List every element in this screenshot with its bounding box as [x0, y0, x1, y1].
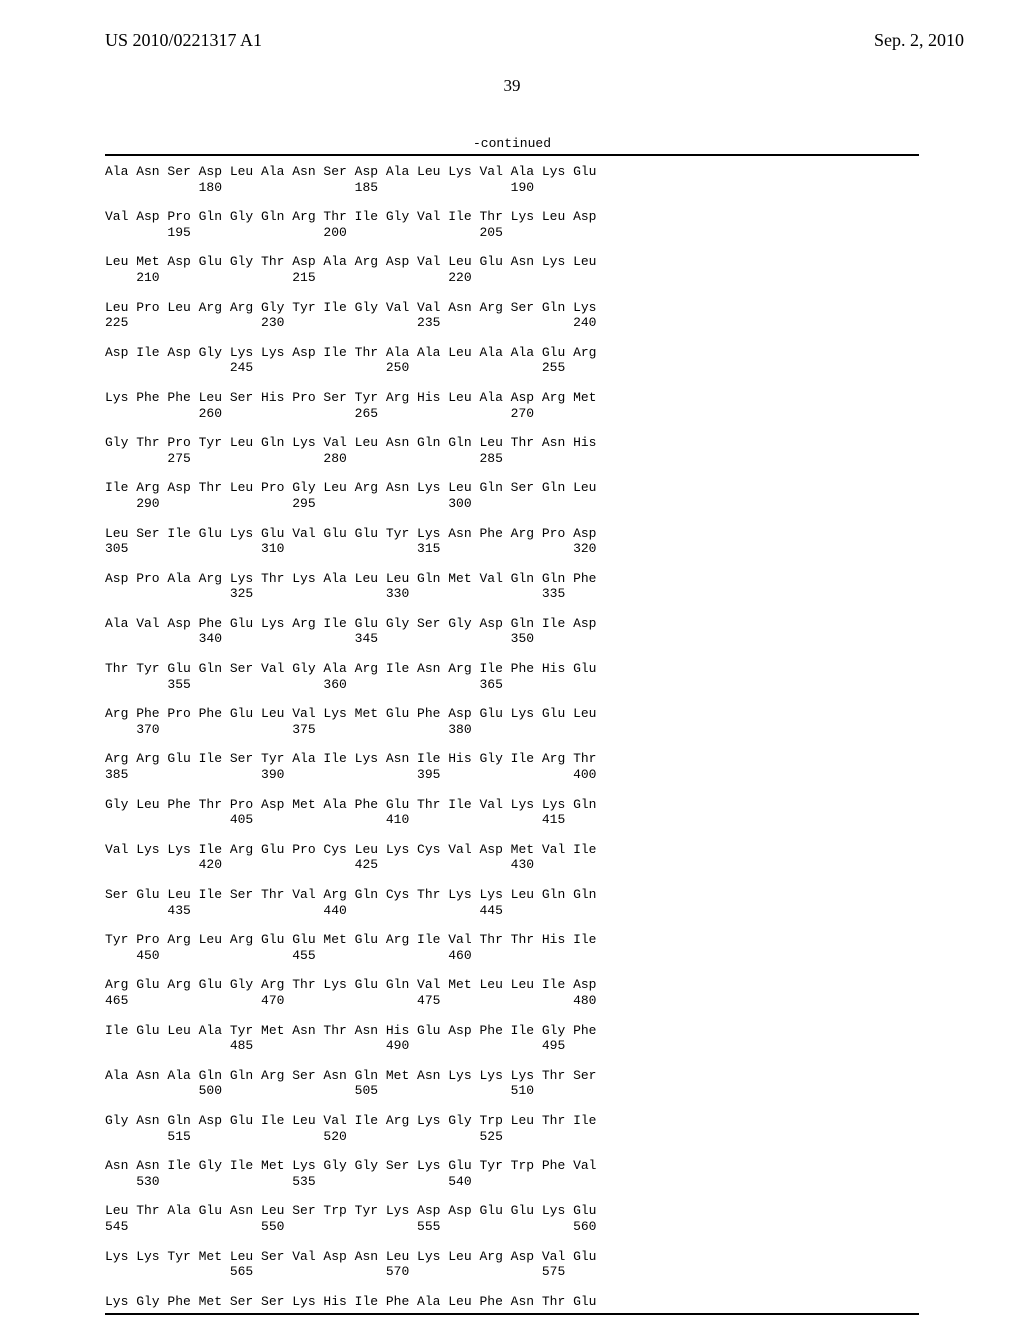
residue-line: Gly Leu Phe Thr Pro Asp Met Ala Phe Glu … [105, 797, 919, 813]
sequence-block: Leu Pro Leu Arg Arg Gly Tyr Ile Gly Val … [105, 300, 919, 331]
residue-line: Asp Ile Asp Gly Lys Lys Asp Ile Thr Ala … [105, 345, 919, 361]
position-numbers: 225 230 235 240 [105, 315, 919, 331]
sequence-block: Asp Pro Ala Arg Lys Thr Lys Ala Leu Leu … [105, 571, 919, 602]
position-numbers: 485 490 495 [105, 1038, 919, 1054]
sequence-block: Ile Arg Asp Thr Leu Pro Gly Leu Arg Asn … [105, 480, 919, 511]
publication-date: Sep. 2, 2010 [874, 30, 964, 51]
position-numbers: 370 375 380 [105, 722, 919, 738]
position-numbers: 465 470 475 480 [105, 993, 919, 1009]
continued-label: -continued [0, 136, 1024, 151]
position-numbers: 325 330 335 [105, 586, 919, 602]
residue-line: Ile Arg Asp Thr Leu Pro Gly Leu Arg Asn … [105, 480, 919, 496]
position-numbers: 210 215 220 [105, 270, 919, 286]
sequence-block: Lys Lys Tyr Met Leu Ser Val Asp Asn Leu … [105, 1249, 919, 1280]
residue-line: Tyr Pro Arg Leu Arg Glu Glu Met Glu Arg … [105, 932, 919, 948]
sequence-block: Gly Leu Phe Thr Pro Asp Met Ala Phe Glu … [105, 797, 919, 828]
position-numbers: 420 425 430 [105, 857, 919, 873]
position-numbers: 545 550 555 560 [105, 1219, 919, 1235]
residue-line: Ala Asn Ala Gln Gln Arg Ser Asn Gln Met … [105, 1068, 919, 1084]
position-numbers: 405 410 415 [105, 812, 919, 828]
position-numbers: 515 520 525 [105, 1129, 919, 1145]
sequence-block: Ile Glu Leu Ala Tyr Met Asn Thr Asn His … [105, 1023, 919, 1054]
residue-line: Leu Pro Leu Arg Arg Gly Tyr Ile Gly Val … [105, 300, 919, 316]
residue-line: Arg Phe Pro Phe Glu Leu Val Lys Met Glu … [105, 706, 919, 722]
sequence-block: Tyr Pro Arg Leu Arg Glu Glu Met Glu Arg … [105, 932, 919, 963]
residue-line: Gly Asn Gln Asp Glu Ile Leu Val Ile Arg … [105, 1113, 919, 1129]
sequence-block: Arg Arg Glu Ile Ser Tyr Ala Ile Lys Asn … [105, 751, 919, 782]
sequence-block: Gly Thr Pro Tyr Leu Gln Lys Val Leu Asn … [105, 435, 919, 466]
sequence-block: Asn Asn Ile Gly Ile Met Lys Gly Gly Ser … [105, 1158, 919, 1189]
sequence-block: Gly Asn Gln Asp Glu Ile Leu Val Ile Arg … [105, 1113, 919, 1144]
position-numbers: 530 535 540 [105, 1174, 919, 1190]
residue-line: Gly Thr Pro Tyr Leu Gln Lys Val Leu Asn … [105, 435, 919, 451]
residue-line: Ala Asn Ser Asp Leu Ala Asn Ser Asp Ala … [105, 164, 919, 180]
residue-line: Ser Glu Leu Ile Ser Thr Val Arg Gln Cys … [105, 887, 919, 903]
sequence-block: Asp Ile Asp Gly Lys Lys Asp Ile Thr Ala … [105, 345, 919, 376]
position-numbers: 340 345 350 [105, 631, 919, 647]
residue-line: Ile Glu Leu Ala Tyr Met Asn Thr Asn His … [105, 1023, 919, 1039]
sequence-block: Lys Phe Phe Leu Ser His Pro Ser Tyr Arg … [105, 390, 919, 421]
sequence-block: Thr Tyr Glu Gln Ser Val Gly Ala Arg Ile … [105, 661, 919, 692]
position-numbers: 565 570 575 [105, 1264, 919, 1280]
residue-line: Lys Phe Phe Leu Ser His Pro Ser Tyr Arg … [105, 390, 919, 406]
sequence-block: Arg Glu Arg Glu Gly Arg Thr Lys Glu Gln … [105, 977, 919, 1008]
page-number: 39 [0, 76, 1024, 96]
residue-line: Arg Glu Arg Glu Gly Arg Thr Lys Glu Gln … [105, 977, 919, 993]
sequence-listing: Ala Asn Ser Asp Leu Ala Asn Ser Asp Ala … [0, 156, 1024, 1313]
residue-line: Arg Arg Glu Ile Ser Tyr Ala Ile Lys Asn … [105, 751, 919, 767]
position-numbers: 195 200 205 [105, 225, 919, 241]
divider-bottom [105, 1313, 919, 1315]
residue-line: Val Asp Pro Gln Gly Gln Arg Thr Ile Gly … [105, 209, 919, 225]
sequence-block: Ser Glu Leu Ile Ser Thr Val Arg Gln Cys … [105, 887, 919, 918]
position-numbers: 385 390 395 400 [105, 767, 919, 783]
page-header: US 2010/0221317 A1 Sep. 2, 2010 [0, 0, 1024, 71]
residue-line: Thr Tyr Glu Gln Ser Val Gly Ala Arg Ile … [105, 661, 919, 677]
residue-line: Lys Lys Tyr Met Leu Ser Val Asp Asn Leu … [105, 1249, 919, 1265]
sequence-block: Arg Phe Pro Phe Glu Leu Val Lys Met Glu … [105, 706, 919, 737]
position-numbers: 180 185 190 [105, 180, 919, 196]
position-numbers: 290 295 300 [105, 496, 919, 512]
position-numbers: 275 280 285 [105, 451, 919, 467]
residue-line: Asp Pro Ala Arg Lys Thr Lys Ala Leu Leu … [105, 571, 919, 587]
sequence-block: Leu Ser Ile Glu Lys Glu Val Glu Glu Tyr … [105, 526, 919, 557]
sequence-block: Val Lys Lys Ile Arg Glu Pro Cys Leu Lys … [105, 842, 919, 873]
sequence-block: Val Asp Pro Gln Gly Gln Arg Thr Ile Gly … [105, 209, 919, 240]
position-numbers: 435 440 445 [105, 903, 919, 919]
position-numbers: 260 265 270 [105, 406, 919, 422]
publication-number: US 2010/0221317 A1 [105, 30, 262, 51]
residue-line: Leu Ser Ile Glu Lys Glu Val Glu Glu Tyr … [105, 526, 919, 542]
sequence-block: Ala Asn Ala Gln Gln Arg Ser Asn Gln Met … [105, 1068, 919, 1099]
residue-line: Val Lys Lys Ile Arg Glu Pro Cys Leu Lys … [105, 842, 919, 858]
position-numbers: 355 360 365 [105, 677, 919, 693]
sequence-block: Leu Met Asp Glu Gly Thr Asp Ala Arg Asp … [105, 254, 919, 285]
sequence-block: Ala Asn Ser Asp Leu Ala Asn Ser Asp Ala … [105, 164, 919, 195]
residue-line: Leu Met Asp Glu Gly Thr Asp Ala Arg Asp … [105, 254, 919, 270]
residue-line: Leu Thr Ala Glu Asn Leu Ser Trp Tyr Lys … [105, 1203, 919, 1219]
position-numbers: 500 505 510 [105, 1083, 919, 1099]
sequence-block: Ala Val Asp Phe Glu Lys Arg Ile Glu Gly … [105, 616, 919, 647]
residue-line: Ala Val Asp Phe Glu Lys Arg Ile Glu Gly … [105, 616, 919, 632]
position-numbers: 450 455 460 [105, 948, 919, 964]
sequence-block: Leu Thr Ala Glu Asn Leu Ser Trp Tyr Lys … [105, 1203, 919, 1234]
sequence-block: Lys Gly Phe Met Ser Ser Lys His Ile Phe … [105, 1294, 919, 1310]
position-numbers: 305 310 315 320 [105, 541, 919, 557]
residue-line: Asn Asn Ile Gly Ile Met Lys Gly Gly Ser … [105, 1158, 919, 1174]
position-numbers: 245 250 255 [105, 360, 919, 376]
residue-line: Lys Gly Phe Met Ser Ser Lys His Ile Phe … [105, 1294, 919, 1310]
